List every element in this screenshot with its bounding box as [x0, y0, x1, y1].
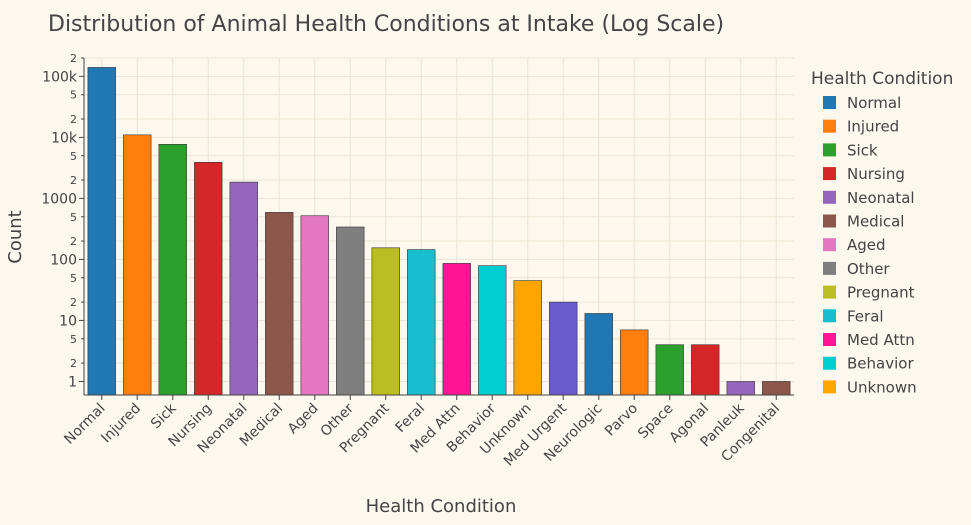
legend-swatch: [823, 238, 836, 252]
bar-congenital: [762, 381, 791, 396]
grid: [84, 57, 794, 395]
y-tick-label: 100: [50, 252, 77, 268]
bars: [87, 67, 791, 396]
x-tick-label: Aged: [285, 401, 322, 438]
y-minor-tick-label: 5: [70, 211, 77, 224]
bar-feral: [407, 249, 436, 396]
legend-label: Behavior: [847, 355, 914, 373]
y-minor-tick-label: 2: [70, 52, 77, 65]
legend-swatch: [823, 190, 836, 204]
y-minor-tick-label: 5: [70, 333, 77, 346]
bar-panleuk: [726, 381, 755, 396]
legend-swatch: [823, 119, 836, 133]
y-minor-tick-label: 2: [70, 174, 77, 187]
bar-normal: [87, 67, 116, 396]
bar-neurologic: [584, 313, 613, 396]
bar-med-urgent: [549, 301, 578, 396]
legend-label: Other: [847, 260, 890, 278]
legend: Health Condition Normal Injured Sick Nursin…: [811, 69, 953, 396]
y-minor-tick-label: 2: [70, 357, 77, 370]
legend-label: Normal: [847, 94, 901, 112]
y-tick-label: 10k: [51, 130, 78, 146]
legend-label: Aged: [847, 236, 886, 254]
y-ticks: 1 10 100 1000 10k 100k 2 5 2 5 2 5 2 5 2 5 2: [41, 52, 84, 390]
legend-label: Feral: [847, 307, 884, 325]
legend-label: Injured: [847, 118, 899, 136]
y-minor-tick-label: 2: [70, 296, 77, 309]
legend-label: Medical: [847, 213, 904, 231]
bar-nursing: [194, 162, 223, 396]
y-tick-label: 10: [59, 313, 77, 329]
bar-medical: [265, 212, 294, 396]
x-tick-label: Sick: [148, 400, 180, 432]
legend-label: Med Attn: [847, 331, 915, 349]
legend-label: Nursing: [847, 165, 905, 183]
legend-swatch: [823, 96, 836, 109]
y-tick-label: 1000: [41, 191, 77, 207]
bar-behavior: [478, 265, 507, 396]
x-tick-label: Injured: [98, 401, 144, 447]
legend-swatch: [823, 261, 836, 275]
x-axis-title: Health Condition: [366, 496, 517, 517]
legend-swatch: [823, 356, 836, 370]
bar-neonatal: [229, 181, 258, 396]
legend-label: Pregnant: [847, 284, 915, 302]
axes: [83, 58, 794, 396]
y-minor-tick-label: 2: [70, 235, 77, 248]
legend-title: Health Condition: [811, 69, 953, 89]
legend-swatch: [823, 309, 836, 323]
y-minor-tick-label: 5: [70, 89, 77, 102]
bar-parvo: [620, 329, 649, 396]
bar-pregnant: [371, 247, 400, 396]
legend-swatch: [823, 380, 836, 394]
y-minor-tick-label: 5: [70, 150, 77, 163]
legend-swatch: [823, 285, 836, 299]
x-tick-label: Normal: [61, 401, 108, 448]
bar-agonal: [691, 344, 720, 396]
y-axis-title: Count: [5, 210, 26, 263]
bar-aged: [300, 215, 329, 396]
y-tick-label: 100k: [42, 69, 78, 85]
y-tick-label: 1: [68, 374, 77, 390]
chart-title: Distribution of Animal Health Conditions…: [48, 12, 724, 37]
legend-swatch: [823, 143, 836, 157]
x-tick-label: Parvo: [602, 401, 641, 440]
legend-swatch: [823, 333, 836, 346]
y-minor-tick-label: 2: [70, 113, 77, 126]
bar-injured: [123, 134, 152, 396]
legend-label: Sick: [847, 141, 878, 159]
bar-space: [655, 344, 684, 396]
bar-other: [336, 226, 365, 396]
bar-unknown: [513, 280, 542, 396]
legend-label: Neonatal: [847, 189, 915, 207]
y-minor-tick-label: 5: [70, 272, 77, 285]
bar-med-attn: [442, 263, 471, 396]
bar-sick: [158, 144, 187, 396]
legend-swatch: [823, 214, 836, 228]
legend-label: Unknown: [847, 378, 917, 396]
legend-swatch: [823, 167, 836, 181]
